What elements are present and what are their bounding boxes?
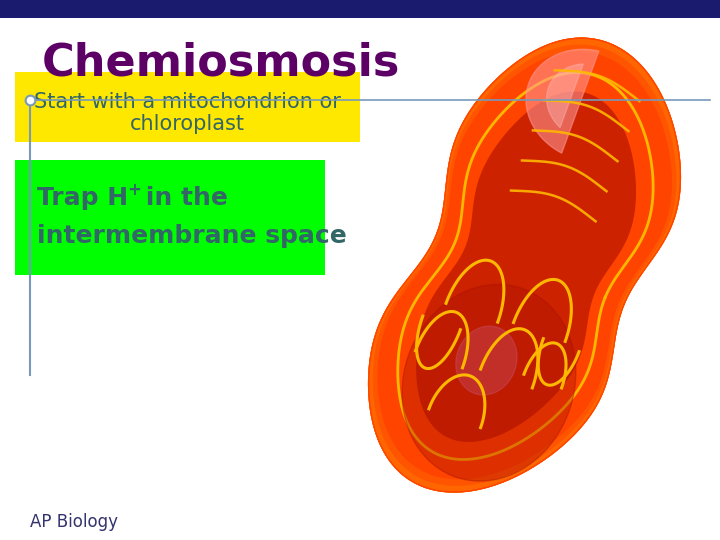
Bar: [15, 72, 360, 142]
Text: intermembrane space: intermembrane space: [37, 224, 347, 248]
Text: Trap H: Trap H: [37, 186, 128, 210]
Text: +: +: [127, 181, 141, 199]
Text: in the: in the: [137, 186, 228, 210]
Text: AP Biology: AP Biology: [30, 513, 118, 531]
Polygon shape: [369, 38, 680, 492]
Polygon shape: [397, 72, 653, 460]
Polygon shape: [369, 38, 680, 492]
Text: chloroplast: chloroplast: [130, 114, 245, 134]
Polygon shape: [369, 38, 680, 492]
Text: Chemiosmosis: Chemiosmosis: [42, 42, 400, 84]
Polygon shape: [417, 92, 635, 441]
Polygon shape: [456, 326, 517, 395]
Polygon shape: [374, 45, 676, 485]
Bar: [15, 160, 325, 275]
Bar: [0, 0, 720, 18]
Polygon shape: [526, 49, 599, 153]
Text: Start with a mitochondrion or: Start with a mitochondrion or: [34, 92, 341, 112]
Polygon shape: [546, 64, 583, 127]
Polygon shape: [402, 285, 576, 481]
Polygon shape: [378, 52, 671, 478]
